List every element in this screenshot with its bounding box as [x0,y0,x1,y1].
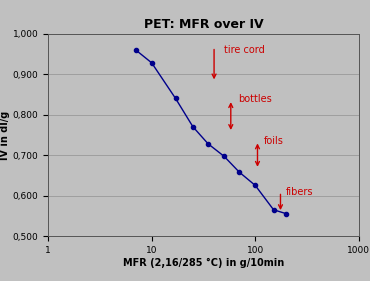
Y-axis label: IV in dl/g: IV in dl/g [0,110,10,160]
X-axis label: MFR (2,16/285 °C) in g/10min: MFR (2,16/285 °C) in g/10min [123,258,284,268]
Title: PET: MFR over IV: PET: MFR over IV [144,18,263,31]
Text: foils: foils [263,136,283,146]
Text: bottles: bottles [238,94,272,105]
Text: fibers: fibers [285,187,313,198]
Text: tire cord: tire cord [224,45,265,55]
